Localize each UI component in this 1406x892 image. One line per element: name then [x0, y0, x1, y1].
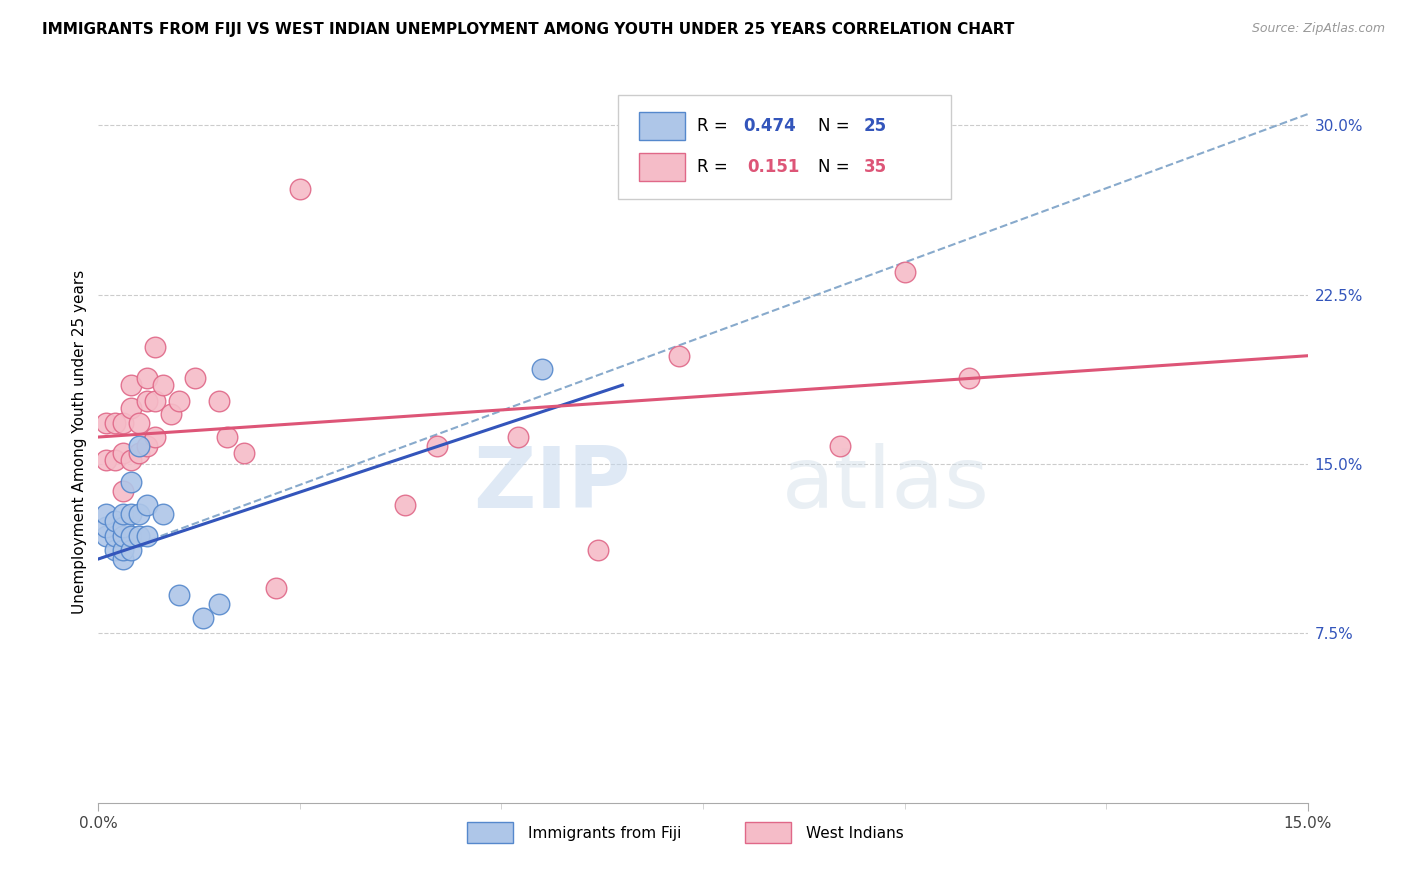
Point: [893, 265, 915, 279]
Text: R =: R =: [697, 117, 733, 135]
Point: [111, 446, 134, 460]
Text: ZIP: ZIP: [472, 443, 630, 526]
Text: N =: N =: [818, 158, 855, 176]
Point: [128, 446, 150, 460]
Point: [111, 484, 134, 499]
Point: [120, 529, 142, 543]
Point: [96, 529, 118, 543]
Point: [167, 588, 190, 602]
Text: IMMIGRANTS FROM FIJI VS WEST INDIAN UNEMPLOYMENT AMONG YOUTH UNDER 25 YEARS CORR: IMMIGRANTS FROM FIJI VS WEST INDIAN UNEM…: [42, 22, 1015, 37]
Text: 35: 35: [863, 158, 887, 176]
Point: [957, 371, 980, 385]
Point: [232, 446, 254, 460]
Point: [128, 507, 150, 521]
Point: [120, 452, 142, 467]
Point: [208, 597, 231, 611]
Point: [111, 507, 134, 521]
FancyBboxPatch shape: [745, 822, 792, 843]
Point: [111, 417, 134, 431]
Point: [103, 529, 125, 543]
Point: [288, 181, 311, 195]
Point: [152, 507, 174, 521]
Point: [217, 430, 239, 444]
Point: [160, 408, 183, 422]
Point: [111, 542, 134, 557]
Point: [103, 542, 125, 557]
Point: [111, 529, 134, 543]
Point: [128, 439, 150, 453]
Text: 0.474: 0.474: [742, 117, 796, 135]
Point: [128, 529, 150, 543]
Text: atlas: atlas: [782, 443, 990, 526]
Point: [135, 439, 157, 453]
Point: [120, 507, 142, 521]
Point: [135, 498, 157, 512]
Point: [135, 529, 157, 543]
Point: [143, 393, 166, 408]
FancyBboxPatch shape: [467, 822, 513, 843]
Point: [128, 417, 150, 431]
Point: [530, 362, 553, 376]
Point: [96, 417, 118, 431]
Point: [143, 430, 166, 444]
Point: [668, 349, 690, 363]
Text: 0.151: 0.151: [748, 158, 800, 176]
Point: [111, 520, 134, 534]
Text: 25: 25: [863, 117, 887, 135]
Point: [193, 610, 215, 624]
Point: [152, 378, 174, 392]
Point: [394, 498, 416, 512]
Point: [120, 475, 142, 490]
Point: [828, 439, 851, 453]
Point: [184, 371, 207, 385]
Text: R =: R =: [697, 158, 738, 176]
Point: [120, 378, 142, 392]
Point: [96, 452, 118, 467]
Point: [426, 439, 449, 453]
Text: Source: ZipAtlas.com: Source: ZipAtlas.com: [1251, 22, 1385, 36]
Point: [96, 507, 118, 521]
Point: [135, 393, 157, 408]
Text: Immigrants from Fiji: Immigrants from Fiji: [527, 826, 681, 840]
Point: [135, 371, 157, 385]
FancyBboxPatch shape: [638, 153, 685, 181]
Y-axis label: Unemployment Among Youth under 25 years: Unemployment Among Youth under 25 years: [72, 269, 87, 614]
Point: [96, 520, 118, 534]
Point: [264, 582, 287, 596]
Point: [143, 340, 166, 354]
Point: [103, 452, 125, 467]
Point: [103, 514, 125, 528]
Point: [111, 552, 134, 566]
Point: [103, 417, 125, 431]
FancyBboxPatch shape: [619, 95, 950, 200]
Point: [167, 393, 190, 408]
Point: [506, 430, 529, 444]
FancyBboxPatch shape: [638, 112, 685, 139]
Text: N =: N =: [818, 117, 855, 135]
Point: [120, 542, 142, 557]
Point: [208, 393, 231, 408]
Point: [120, 401, 142, 415]
Point: [586, 542, 609, 557]
Text: West Indians: West Indians: [806, 826, 904, 840]
